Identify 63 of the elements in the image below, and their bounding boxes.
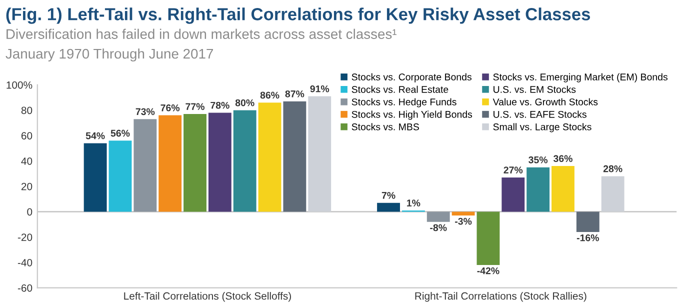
text: January 1970 Through June 2017 bbox=[6, 48, 213, 62]
data-label: 80% bbox=[235, 99, 254, 106]
y-tick-label: 60 bbox=[21, 132, 32, 140]
y-tick-label: -40 bbox=[18, 258, 32, 266]
y-tick-label: 80 bbox=[21, 106, 32, 114]
data-label: 86% bbox=[260, 92, 280, 99]
legend-label: U.S. vs. EAFE Stocks bbox=[494, 110, 586, 118]
legend-label: Stocks vs. Hedge Funds bbox=[352, 98, 456, 108]
data-label: 87% bbox=[285, 90, 304, 98]
bar bbox=[552, 166, 574, 212]
bar bbox=[476, 212, 500, 266]
bar bbox=[258, 102, 282, 212]
data-label: 56% bbox=[110, 130, 130, 137]
y-tick-label: 0 bbox=[27, 208, 32, 216]
data-label: 28% bbox=[603, 165, 622, 172]
data-label: 78% bbox=[210, 102, 230, 109]
data-label: 91% bbox=[310, 85, 330, 92]
legend-label: Stocks vs. Emerging Market (EM) Bonds bbox=[493, 73, 668, 82]
data-label: 76% bbox=[160, 104, 180, 112]
bar bbox=[134, 119, 157, 212]
bar bbox=[576, 212, 600, 232]
data-label: 73% bbox=[136, 108, 155, 116]
legend-label: Stocks vs. Corporate Bonds bbox=[352, 73, 472, 82]
data-label: -42% bbox=[477, 267, 500, 274]
bar bbox=[233, 110, 256, 212]
y-tick-label: 20 bbox=[21, 182, 32, 190]
data-label: 27% bbox=[504, 166, 523, 174]
bar bbox=[308, 96, 332, 212]
bar bbox=[208, 112, 232, 212]
bar bbox=[502, 177, 525, 212]
bar bbox=[377, 202, 400, 212]
bar bbox=[108, 140, 132, 212]
bar bbox=[526, 167, 550, 212]
bar bbox=[452, 212, 475, 216]
chart-title: (Fig. 1) Left-Tail vs. Right-Tail Correlations for Key Risky Asset Classes bbox=[6, 8, 590, 24]
bar bbox=[283, 101, 306, 212]
data-label: 7% bbox=[382, 192, 396, 199]
bar bbox=[84, 143, 107, 212]
y-tick-label: 40 bbox=[21, 157, 32, 165]
data-label: -16% bbox=[576, 234, 599, 242]
y-tick-label: -60 bbox=[18, 284, 32, 292]
bar bbox=[426, 212, 450, 222]
bar bbox=[601, 176, 624, 212]
data-label: 36% bbox=[553, 155, 572, 162]
data-label: -8% bbox=[430, 224, 447, 232]
data-label: 54% bbox=[86, 132, 105, 140]
legend-label: Stocks vs. MBS bbox=[352, 123, 419, 130]
legend-label: Value vs. Growth Stocks bbox=[492, 98, 598, 106]
legend-label: Stocks vs. High Yield Bonds bbox=[352, 110, 472, 120]
x-tick-label: Left-Tail Correlations (Stock Selloffs) bbox=[124, 292, 291, 302]
y-tick-label: 100% bbox=[6, 81, 32, 89]
chart-subtitle: Diversification has failed in down markets across asset classes¹ bbox=[6, 28, 396, 39]
data-label: 77% bbox=[186, 103, 204, 110]
x-tick-label: Right-Tail Correlations (Stock Rallies) bbox=[415, 292, 586, 302]
legend-label: Stocks vs. Real Estate bbox=[352, 86, 448, 93]
legend-label: U.S. vs. EM Stocks bbox=[494, 86, 576, 93]
bar bbox=[158, 115, 182, 212]
legend-label: Small vs. Large Stocks bbox=[493, 123, 592, 132]
data-label: 35% bbox=[528, 156, 548, 164]
y-tick-label: -20 bbox=[18, 234, 32, 241]
data-label: 1% bbox=[407, 200, 420, 206]
bar bbox=[184, 114, 206, 212]
data-label: -3% bbox=[455, 218, 472, 225]
